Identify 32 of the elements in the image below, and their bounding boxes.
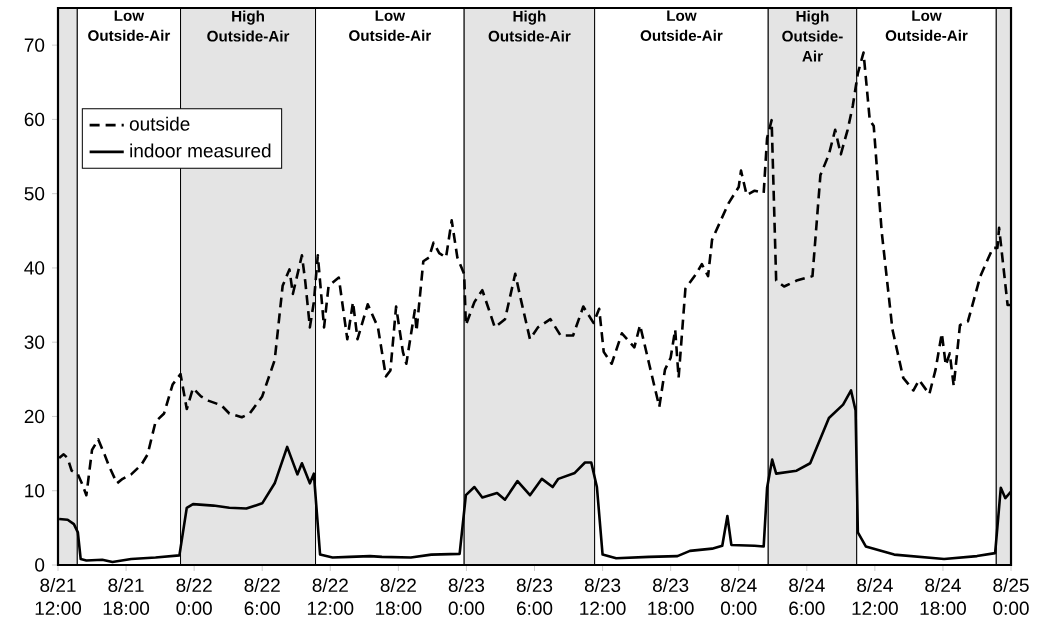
band-label: High Outside-Air (488, 10, 571, 42)
x-tick-label: 8/22 12:00 (307, 578, 354, 616)
x-tick-label: 8/22 6:00 (244, 578, 280, 616)
y-tick-label: 10 (25, 484, 45, 498)
y-tick-label: 40 (24, 261, 45, 275)
band-label: Low Outside-Air (349, 10, 431, 42)
band-label: Low Outside-Air (885, 10, 968, 42)
legend-label: indoor measured (130, 143, 271, 158)
band-label: Low Outside-Air (88, 10, 171, 42)
legend-label: outside (129, 116, 190, 131)
y-tick-label: 50 (24, 186, 45, 201)
x-tick-label: 8/21 18:00 (103, 578, 150, 616)
x-tick-label: 8/23 12:00 (580, 578, 626, 616)
x-tick-label: 8/24 18:00 (920, 578, 966, 616)
x-tick-label: 8/22 0:00 (176, 578, 212, 616)
y-tick-label: 0 (35, 558, 45, 572)
x-tick-label: 8/24 6:00 (789, 578, 825, 616)
band-label: Low Outside-Air (640, 10, 723, 42)
x-tick-label: 8/25 0:00 (993, 578, 1029, 616)
x-tick-label: 8/23 18:00 (648, 578, 694, 616)
x-tick-label: 8/22 18:00 (376, 578, 422, 616)
x-tick-label: 8/21 12:00 (35, 578, 82, 616)
y-tick-label: 60 (24, 112, 45, 127)
x-tick-label: 8/23 0:00 (448, 578, 485, 616)
band-label: High Outside-Air (207, 10, 290, 42)
x-tick-label: 8/23 6:00 (516, 578, 553, 616)
x-tick-label: 8/24 0:00 (720, 578, 757, 616)
x-tick-label: 8/24 12:00 (852, 578, 898, 616)
y-tick-label: 20 (24, 409, 45, 424)
band-label: High Outside-Air (782, 10, 843, 62)
y-tick-label: 70 (24, 38, 45, 52)
y-tick-label: 30 (24, 335, 45, 349)
